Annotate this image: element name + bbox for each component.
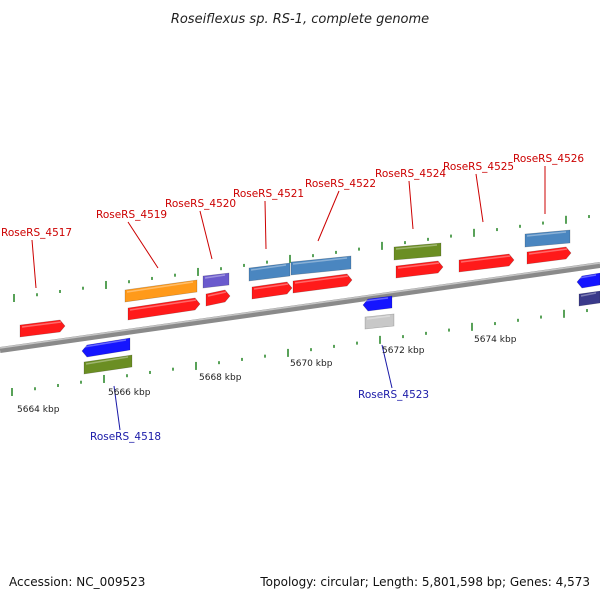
gene-arrow-4525 bbox=[458, 253, 515, 273]
gene-box-4522 bbox=[290, 255, 352, 276]
gene-box-4526-shine bbox=[526, 231, 567, 237]
gene-arrow-edge-shine bbox=[578, 274, 597, 279]
gene-label-4524[interactable]: RoseRS_4524 bbox=[375, 168, 446, 180]
gene-arrow-4519b-shine bbox=[129, 299, 197, 311]
kbp-label-5674: 5674 kbp bbox=[474, 335, 517, 345]
gene-arrow-4523-shine bbox=[364, 297, 389, 302]
leader-g4519 bbox=[127, 221, 159, 269]
gene-arrow-4521b bbox=[251, 281, 293, 300]
leader-g4517 bbox=[31, 239, 37, 289]
gene-label-4520[interactable]: RoseRS_4520 bbox=[165, 198, 236, 210]
kbp-label-5672: 5672 kbp bbox=[382, 346, 425, 356]
leader-g4521 bbox=[264, 200, 267, 250]
leader-g4525 bbox=[475, 173, 484, 223]
kbp-label-5668: 5668 kbp bbox=[199, 373, 242, 383]
gene-arrow-4518 bbox=[81, 337, 131, 358]
gene-arrow-4522b-shine bbox=[294, 275, 349, 284]
gene-box-4518b bbox=[83, 354, 133, 375]
gene-label-4526[interactable]: RoseRS_4526 bbox=[513, 153, 584, 165]
gene-box-4521-shine bbox=[250, 264, 287, 271]
leader-g4523 bbox=[381, 344, 393, 389]
gene-features bbox=[19, 229, 600, 375]
gene-arrow-edge bbox=[576, 272, 600, 289]
leader-g4520 bbox=[199, 210, 213, 260]
gene-arrow-4526b bbox=[526, 246, 572, 265]
gene-box-4518b-shine bbox=[85, 356, 129, 365]
gene-box-4523b-shine bbox=[366, 315, 391, 320]
gene-arrow-4517 bbox=[19, 319, 66, 338]
gene-label-4522[interactable]: RoseRS_4522 bbox=[305, 178, 376, 190]
gene-arrow-4526b-shine bbox=[528, 248, 568, 255]
gene-arrow-4517-shine bbox=[21, 321, 62, 328]
kbp-labels: 5664 kbp 5666 kbp 5668 kbp 5670 kbp 5672 kbp… bbox=[17, 335, 517, 415]
tick-row-upper bbox=[13, 215, 590, 302]
kbp-label-5670: 5670 kbp bbox=[290, 359, 333, 369]
gene-box-edge bbox=[578, 290, 600, 307]
leader-g4522 bbox=[317, 190, 340, 242]
gene-label-4521[interactable]: RoseRS_4521 bbox=[233, 188, 304, 200]
gene-label-4523[interactable]: RoseRS_4523 bbox=[358, 389, 429, 401]
gene-box-4522-shine bbox=[292, 257, 348, 265]
kbp-label-5664: 5664 kbp bbox=[17, 405, 60, 415]
gene-labels: RoseRS_4517RoseRS_4518RoseRS_4519RoseRS_… bbox=[1, 153, 584, 443]
gene-label-4519[interactable]: RoseRS_4519 bbox=[96, 209, 167, 221]
gene-label-4518[interactable]: RoseRS_4518 bbox=[90, 431, 161, 443]
gene-box-4519-shine bbox=[126, 281, 194, 293]
gene-box-4524-shine bbox=[395, 244, 438, 250]
gene-arrow-4520b bbox=[205, 289, 231, 307]
tick-row-lower bbox=[11, 309, 588, 396]
gene-label-4525[interactable]: RoseRS_4525 bbox=[443, 161, 514, 173]
gene-arrow-4525-shine bbox=[460, 255, 511, 263]
gene-label-4517[interactable]: RoseRS_4517 bbox=[1, 227, 72, 239]
leader-g4518 bbox=[113, 385, 121, 431]
gene-arrow-4519b bbox=[127, 297, 201, 321]
gene-arrow-4520b-shine bbox=[207, 291, 227, 297]
gene-arrow-4518-shine bbox=[83, 339, 127, 348]
accession-text: Accession: NC_009523 bbox=[9, 575, 145, 589]
leader-g4524 bbox=[408, 180, 414, 230]
gene-arrow-4524b bbox=[395, 260, 444, 279]
gene-arrow-4522b bbox=[292, 273, 353, 294]
gene-box-4521 bbox=[248, 262, 291, 282]
gene-box-4523b bbox=[364, 313, 395, 330]
kbp-label-5666: 5666 kbp bbox=[108, 388, 151, 398]
gene-box-edge-shine bbox=[580, 292, 597, 297]
gene-arrow-4523 bbox=[362, 295, 393, 312]
genome-summary-text: Topology: circular; Length: 5,801,598 bp… bbox=[259, 575, 590, 589]
map-title: Roseiflexus sp. RS-1, complete genome bbox=[171, 12, 429, 27]
gene-box-4520-shine bbox=[204, 274, 226, 279]
gene-box-4519 bbox=[124, 279, 198, 303]
genome-backbone bbox=[0, 262, 600, 353]
gene-box-4520 bbox=[202, 272, 230, 289]
gene-box-4524 bbox=[393, 242, 442, 261]
label-leader-lines bbox=[31, 166, 546, 431]
gene-arrow-4524b-shine bbox=[397, 262, 440, 269]
gene-box-4526 bbox=[524, 229, 571, 248]
gene-arrow-4521b-shine bbox=[253, 283, 289, 290]
